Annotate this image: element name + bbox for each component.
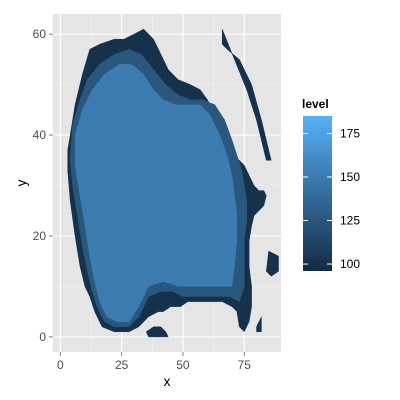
legend-tick-label: 100 [340,257,360,271]
legend-colorbar [303,116,332,271]
y-tick-label: 40 [33,128,47,142]
legend-tick-label: 150 [340,170,360,184]
legend-title: level [302,97,329,111]
legend: level 100 125 150 175 [302,97,360,271]
contour-region [256,316,262,333]
y-tick-label: 20 [33,229,47,243]
y-axis-ticks: 0 20 40 60 [33,27,53,344]
x-axis-title: x [164,373,171,389]
x-tick-label: 0 [57,358,64,372]
x-axis-ticks: 0 25 50 75 [57,352,251,372]
legend-tick-label: 175 [340,126,360,140]
contour-region [221,29,272,161]
x-tick-label: 50 [176,358,190,372]
y-axis-title: y [13,180,29,187]
contour-region [266,250,279,277]
contour-region [145,326,169,338]
contour-region [74,64,238,322]
x-tick-label: 75 [238,358,252,372]
contour-regions [67,28,279,338]
legend-ticks: 100 125 150 175 [303,126,360,271]
x-tick-label: 25 [115,358,129,372]
y-tick-label: 0 [39,330,46,344]
legend-tick-label: 125 [340,213,360,227]
y-tick-label: 60 [33,27,47,41]
